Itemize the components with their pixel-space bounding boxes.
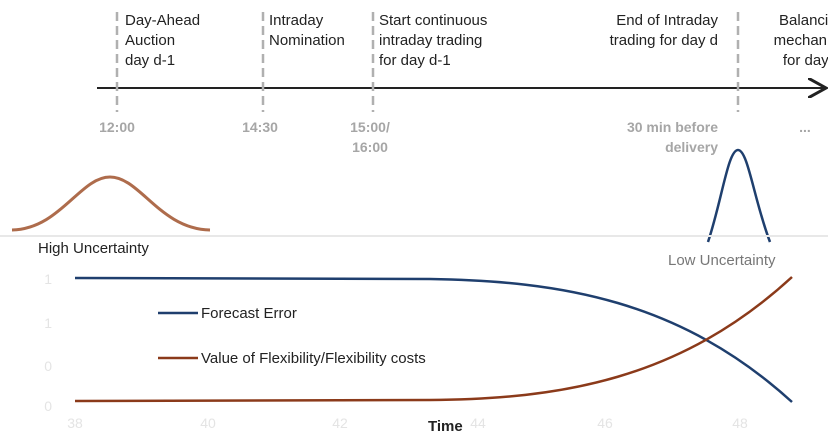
legend-label: Forecast Error	[201, 305, 297, 322]
event-label: Auction	[125, 32, 175, 49]
event-time: 30 min before	[627, 119, 718, 135]
event-label: Day-Ahead	[125, 12, 200, 29]
event-label: End of Intraday	[616, 12, 718, 29]
x-tick-label: 42	[332, 415, 348, 431]
event-time: ...	[799, 119, 811, 135]
y-tick-label: 0	[44, 398, 52, 414]
event-label: day d-1	[125, 52, 175, 69]
event-label: intraday trading	[379, 32, 482, 49]
x-tick-label: 46	[597, 415, 613, 431]
event-time: 12:00	[99, 119, 135, 135]
y-tick-label: 1	[44, 315, 52, 331]
x-axis-label: Time	[428, 418, 463, 435]
event-label: for day d-1	[379, 52, 451, 69]
x-tick-label: 38	[67, 415, 83, 431]
x-tick-label: 48	[732, 415, 748, 431]
y-tick-label: 1	[44, 271, 52, 287]
legend-label: Value of Flexibility/Flexibility costs	[201, 350, 426, 367]
event-time: 14:30	[242, 119, 278, 135]
event-time: 15:00/	[350, 119, 390, 135]
event-time: delivery	[665, 139, 718, 155]
x-tick-label: 44	[470, 415, 486, 431]
event-label: Balancing	[779, 12, 828, 29]
event-label: mechanism	[774, 32, 828, 49]
event-label: trading for day d	[610, 32, 718, 49]
high-uncertainty: High Uncertainty	[38, 240, 149, 257]
x-tick-label: 40	[200, 415, 216, 431]
event-label: Start continuous	[379, 12, 487, 29]
forecast-error-curve	[74, 276, 793, 403]
event-time: 16:00	[352, 139, 388, 155]
flexibility-cost-curve	[74, 276, 793, 403]
event-label: Intraday	[269, 12, 324, 29]
narrow-distribution	[706, 148, 772, 243]
y-tick-label: 0	[44, 358, 52, 374]
wide-distribution	[11, 175, 211, 232]
event-label: for day d	[783, 52, 828, 69]
event-label: Nomination	[269, 32, 345, 49]
low-uncertainty: Low Uncertainty	[668, 252, 776, 269]
